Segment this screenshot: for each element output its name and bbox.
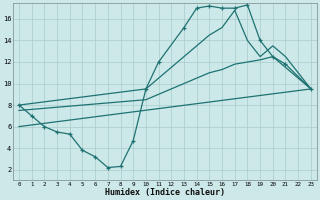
X-axis label: Humidex (Indice chaleur): Humidex (Indice chaleur) bbox=[105, 188, 225, 197]
